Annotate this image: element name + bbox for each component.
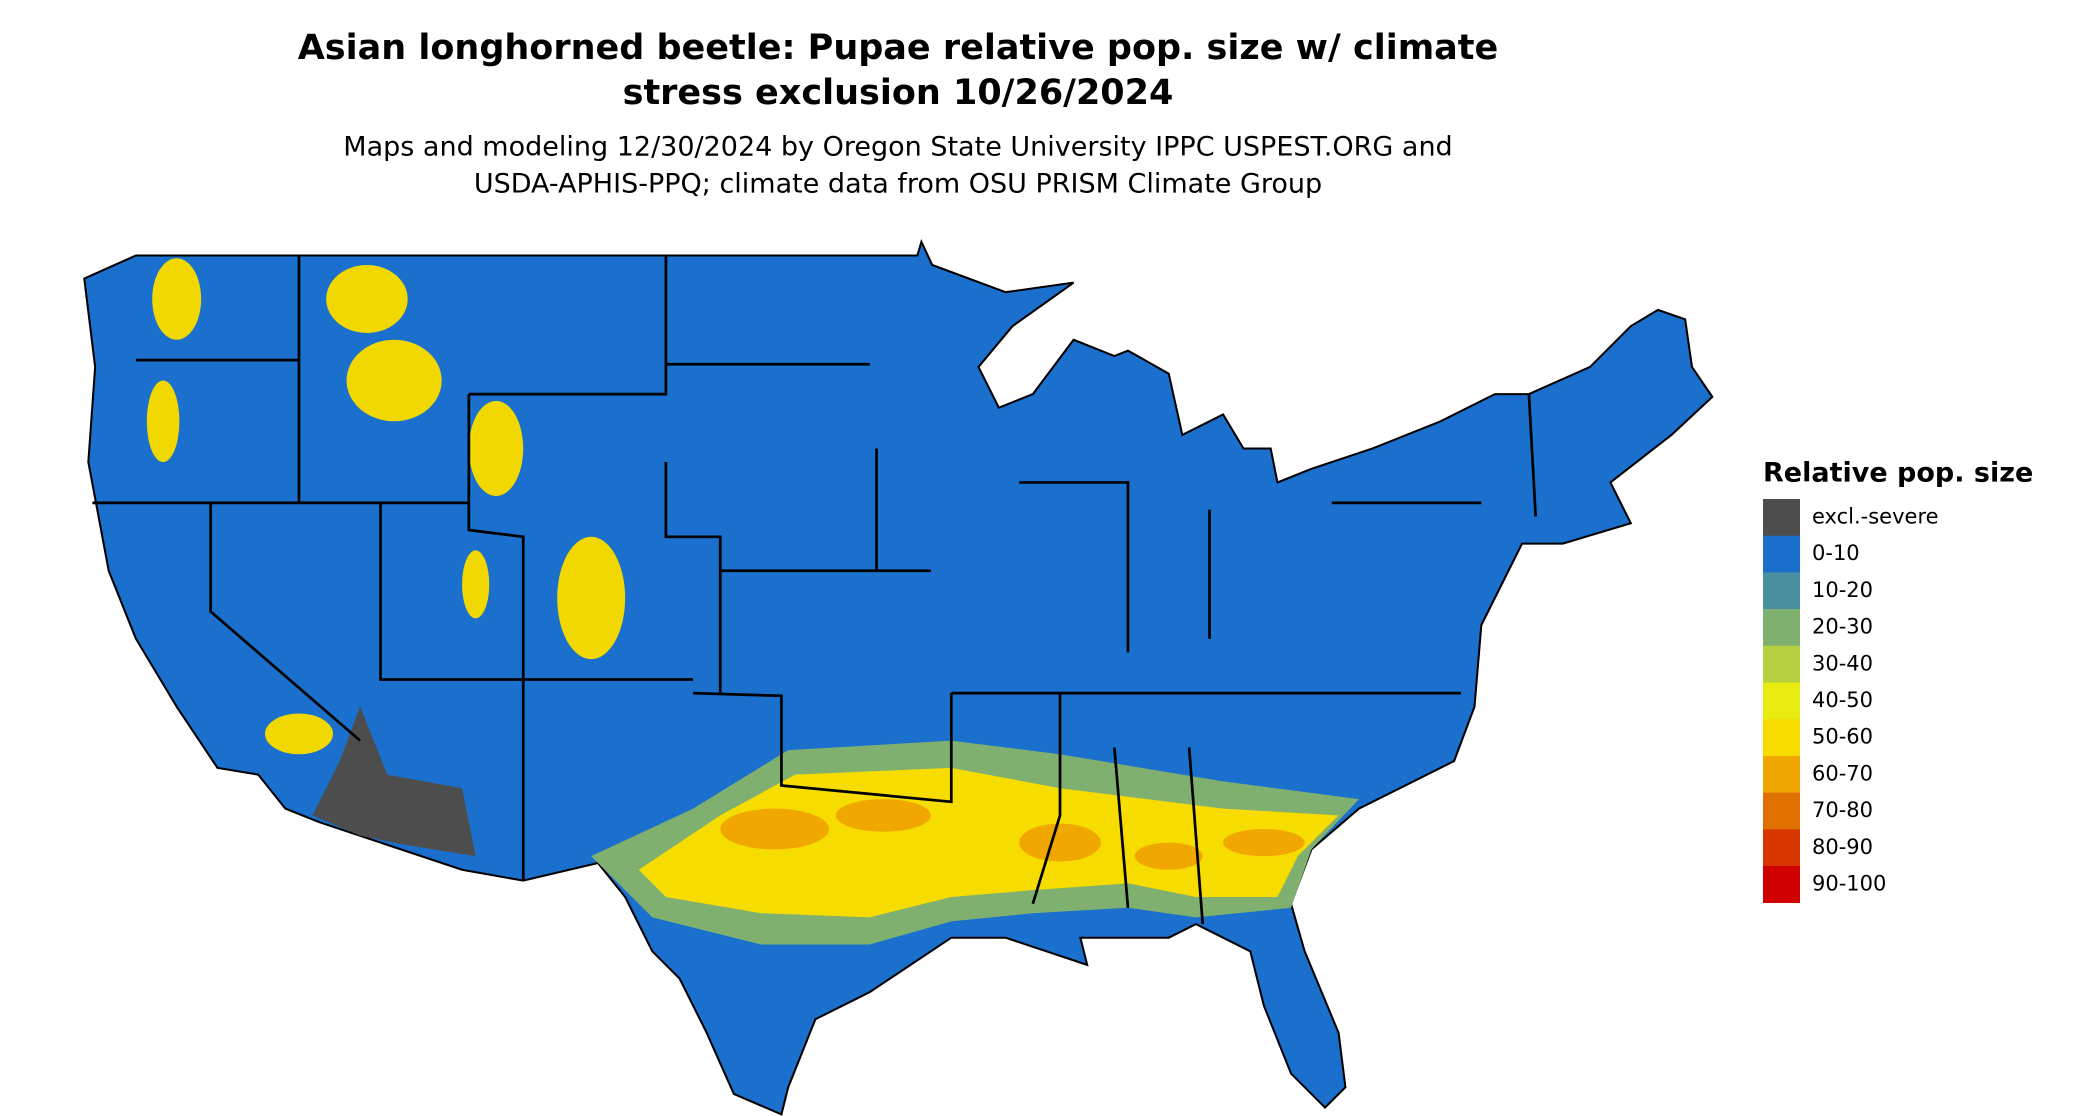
us-outline [83, 239, 1714, 1116]
legend: excl.-severe 0-10 10-20 20-30 30-40 40-50 50-6… [1763, 499, 1939, 903]
legend-swatch [1763, 535, 1800, 573]
legend-swatch [1763, 866, 1800, 903]
legend-label: 40-50 [1812, 688, 1873, 712]
legend-swatch [1763, 755, 1800, 793]
legend-label: 80-90 [1812, 835, 1873, 859]
legend-swatch [1763, 572, 1800, 610]
excluded-area [312, 706, 476, 857]
legend-swatch [1763, 499, 1800, 536]
western-patches [146, 258, 626, 755]
subtitle: Maps and modeling 12/30/2024 by Oregon S… [343, 132, 1452, 163]
legend-label: 10-20 [1812, 578, 1873, 602]
map [83, 239, 1714, 1116]
legend-swatch [1763, 792, 1800, 830]
state-borders [92, 255, 1538, 925]
legend-label: 20-30 [1812, 615, 1873, 639]
legend-label: excl.-severe [1812, 505, 1939, 529]
title: Asian longhorned beetle: Pupae relative … [298, 28, 1499, 68]
legend-label: 0-10 [1812, 541, 1860, 565]
legend-swatch [1763, 609, 1800, 647]
legend-label: 70-80 [1812, 798, 1873, 822]
legend-swatch [1763, 829, 1800, 867]
legend-title: Relative pop. size [1763, 458, 2033, 489]
band-40-60 [638, 767, 1339, 918]
legend-label: 90-100 [1812, 872, 1886, 896]
legend-swatch [1763, 719, 1800, 757]
legend-label: 50-60 [1812, 725, 1873, 749]
band-60-70 [720, 799, 1305, 870]
legend-label: 60-70 [1812, 761, 1873, 785]
legend-swatch [1763, 682, 1800, 720]
subtitle: USDA-APHIS-PPQ; climate data from OSU PR… [474, 169, 1322, 200]
legend-swatch [1763, 645, 1800, 683]
title: stress exclusion 10/26/2024 [623, 73, 1174, 113]
legend-label: 30-40 [1812, 651, 1873, 675]
